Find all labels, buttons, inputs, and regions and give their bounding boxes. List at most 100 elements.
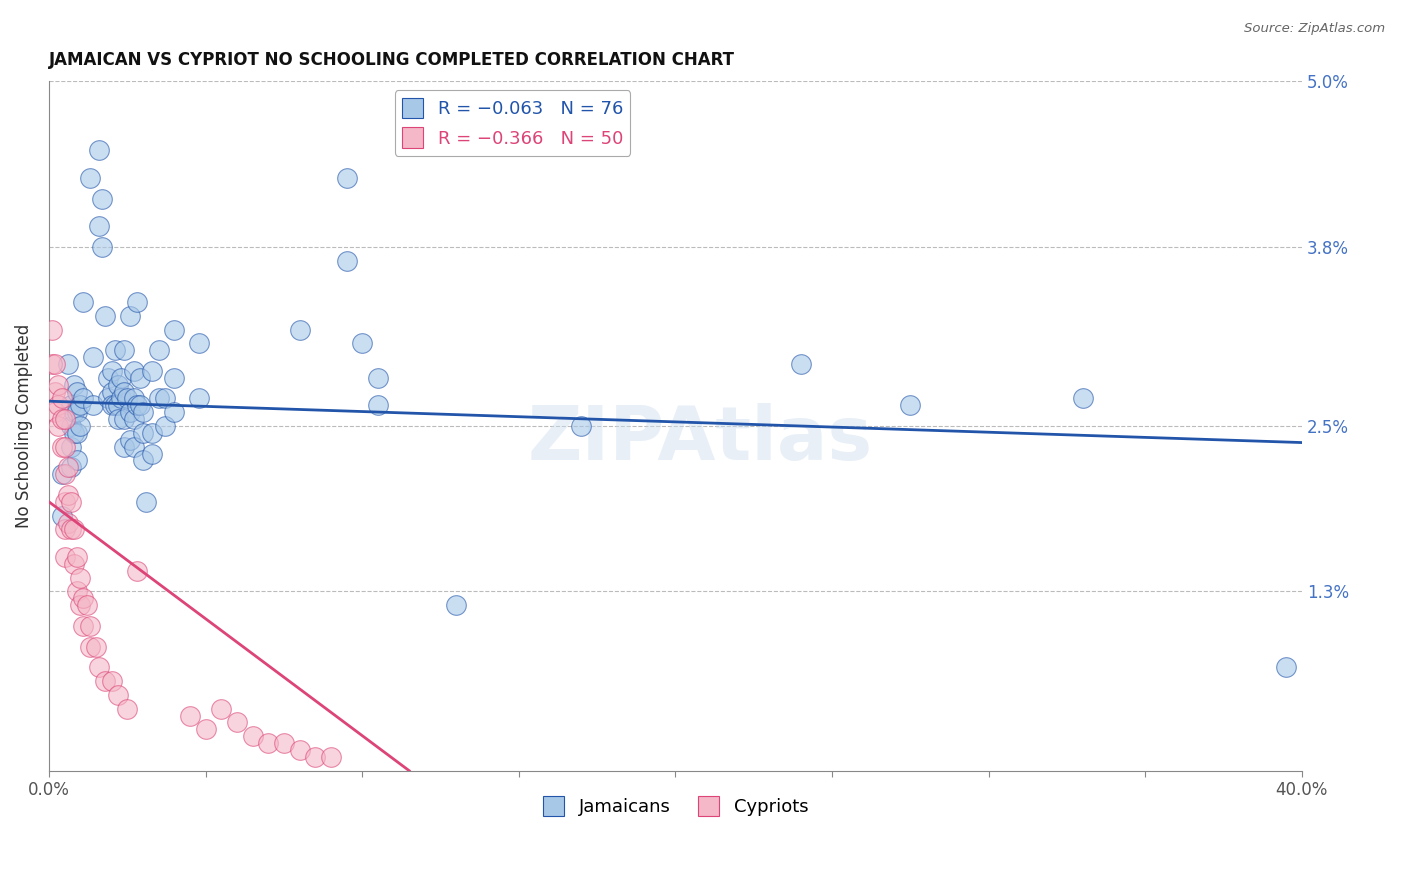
Point — [97, 392, 120, 406]
Point — [107, 412, 129, 426]
Point — [163, 371, 186, 385]
Point — [41, 322, 63, 336]
Point — [48, 419, 70, 434]
Point — [63, 425, 86, 440]
Point — [141, 364, 163, 378]
Point — [288, 322, 311, 336]
Point — [128, 398, 150, 412]
Point — [188, 336, 211, 351]
Point — [120, 309, 142, 323]
Point — [51, 412, 73, 426]
Point — [132, 453, 155, 467]
Point — [141, 425, 163, 440]
Point — [76, 599, 98, 613]
Point — [209, 701, 232, 715]
Point — [59, 460, 82, 475]
Point — [273, 736, 295, 750]
Text: ZIPAtlas: ZIPAtlas — [527, 403, 873, 476]
Point — [367, 398, 389, 412]
Point — [122, 392, 145, 406]
Point — [163, 322, 186, 336]
Point — [66, 405, 89, 419]
Point — [194, 723, 217, 737]
Point — [69, 398, 91, 412]
Point — [100, 398, 122, 412]
Point — [225, 715, 247, 730]
Point — [51, 440, 73, 454]
Point — [94, 309, 117, 323]
Point — [79, 640, 101, 654]
Point — [84, 640, 107, 654]
Point — [352, 336, 374, 351]
Point — [125, 564, 148, 578]
Point — [367, 371, 389, 385]
Point — [257, 736, 280, 750]
Point — [135, 495, 157, 509]
Point — [100, 364, 122, 378]
Point — [304, 750, 326, 764]
Point — [72, 294, 94, 309]
Point — [82, 350, 104, 364]
Point — [53, 495, 76, 509]
Point — [63, 377, 86, 392]
Point — [163, 405, 186, 419]
Point — [91, 240, 114, 254]
Point — [117, 392, 139, 406]
Point — [79, 619, 101, 633]
Point — [335, 253, 357, 268]
Point — [44, 357, 66, 371]
Point — [44, 384, 66, 399]
Point — [132, 425, 155, 440]
Point — [56, 460, 79, 475]
Point — [66, 453, 89, 467]
Point — [107, 398, 129, 412]
Point — [112, 384, 135, 399]
Point — [82, 398, 104, 412]
Point — [128, 371, 150, 385]
Point — [63, 523, 86, 537]
Point — [51, 392, 73, 406]
Point — [153, 392, 176, 406]
Point — [79, 170, 101, 185]
Y-axis label: No Schooling Completed: No Schooling Completed — [15, 324, 32, 528]
Point — [59, 523, 82, 537]
Point — [56, 516, 79, 530]
Point — [148, 392, 170, 406]
Point — [112, 343, 135, 358]
Point — [87, 143, 110, 157]
Point — [104, 398, 127, 412]
Point — [444, 599, 467, 613]
Point — [63, 405, 86, 419]
Point — [94, 674, 117, 689]
Legend: Jamaicans, Cypriots: Jamaicans, Cypriots — [536, 789, 815, 823]
Point — [107, 688, 129, 702]
Point — [117, 701, 139, 715]
Point — [66, 425, 89, 440]
Point — [335, 170, 357, 185]
Point — [100, 384, 122, 399]
Point — [1275, 660, 1298, 674]
Point — [100, 674, 122, 689]
Point — [91, 192, 114, 206]
Point — [120, 405, 142, 419]
Point — [141, 447, 163, 461]
Point — [112, 412, 135, 426]
Point — [319, 750, 342, 764]
Point — [59, 495, 82, 509]
Point — [51, 467, 73, 482]
Point — [110, 371, 132, 385]
Point — [1071, 392, 1094, 406]
Point — [288, 743, 311, 757]
Point — [125, 294, 148, 309]
Point — [148, 343, 170, 358]
Point — [41, 357, 63, 371]
Point — [66, 384, 89, 399]
Point — [132, 405, 155, 419]
Point — [66, 549, 89, 564]
Point — [51, 508, 73, 523]
Point — [110, 392, 132, 406]
Point — [107, 377, 129, 392]
Text: JAMAICAN VS CYPRIOT NO SCHOOLING COMPLETED CORRELATION CHART: JAMAICAN VS CYPRIOT NO SCHOOLING COMPLET… — [49, 51, 735, 69]
Point — [122, 440, 145, 454]
Point — [120, 433, 142, 447]
